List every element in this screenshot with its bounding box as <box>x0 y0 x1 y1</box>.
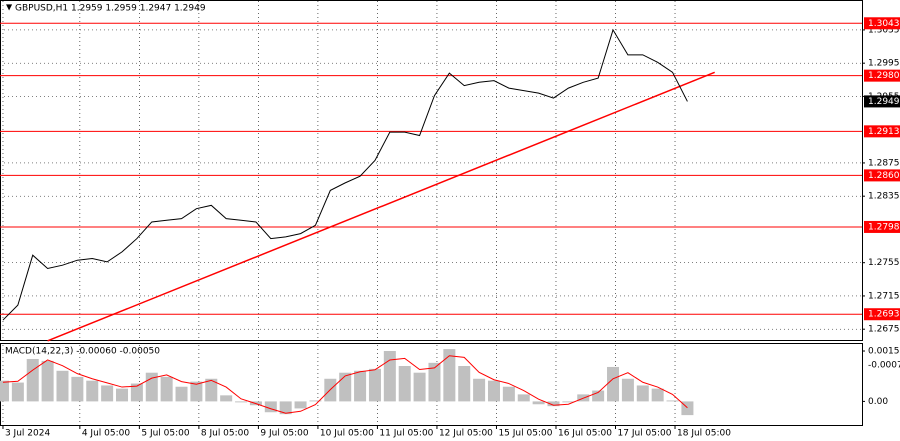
macd-bar <box>473 378 486 402</box>
macd-bar <box>636 385 649 402</box>
macd-bar <box>413 372 426 402</box>
x-tick-label: 12 Jul 05:00 <box>439 429 493 439</box>
macd-bar <box>547 401 560 407</box>
level-label-box <box>864 220 900 233</box>
macd-bar <box>264 401 277 413</box>
macd-bar <box>175 386 188 402</box>
macd-bar <box>621 378 634 402</box>
level-label-box <box>864 17 900 30</box>
macd-bar <box>26 358 39 402</box>
macd-bar <box>309 400 322 402</box>
x-tick-label: 3 Jul 2024 <box>5 429 50 439</box>
macd-bar <box>517 394 530 402</box>
x-tick-label: 9 Jul 05:00 <box>260 429 309 439</box>
y-tick-label: 1.3035 <box>868 25 900 35</box>
level-label-box <box>864 308 900 321</box>
y-tick-label: 1.2755 <box>868 258 900 268</box>
level-label: 1.2913 <box>868 127 900 137</box>
y-tick-label: 1.2875 <box>868 158 900 168</box>
x-tick-label: 17 Jul 05:00 <box>618 429 672 439</box>
current-price-box <box>864 95 900 108</box>
level-label: 1.2693 <box>868 310 900 320</box>
y-tick-label: 0.00 <box>868 397 888 407</box>
level-label: 1.2860 <box>868 171 900 181</box>
macd-bar <box>443 349 456 402</box>
macd-bar <box>130 383 143 402</box>
x-tick-label: 11 Jul 05:00 <box>379 429 433 439</box>
level-label-box <box>864 169 900 182</box>
macd-bar <box>220 395 233 402</box>
macd-bar <box>205 378 218 402</box>
level-label-box <box>864 69 900 82</box>
x-tick-label: 4 Jul 05:00 <box>82 429 131 439</box>
macd-bar <box>532 401 545 405</box>
y-tick-label: 0.00158 <box>868 347 900 357</box>
macd-bar <box>458 366 471 402</box>
x-tick-label: 5 Jul 05:00 <box>141 429 190 439</box>
macd-bar <box>383 351 396 402</box>
macd-bar <box>160 376 173 402</box>
x-tick-label: 10 Jul 05:00 <box>320 429 374 439</box>
macd-bar <box>86 380 99 402</box>
macd-bar <box>368 368 381 402</box>
macd-bar <box>56 370 69 402</box>
symbol-arrow: ▼ <box>6 3 13 12</box>
x-tick-label: 18 Jul 05:00 <box>677 429 731 439</box>
macd-annotation: -0.0007 <box>868 361 900 371</box>
y-tick-label: 1.2995 <box>868 59 900 69</box>
level-label: 1.3043 <box>868 19 900 29</box>
macd-bar <box>607 366 620 402</box>
macd-bar <box>592 390 605 402</box>
current-price-label: 1.2949 <box>868 97 900 107</box>
macd-bar <box>279 401 292 415</box>
macd-title: MACD(14,22,3) -0.00060 -0.00050 <box>5 347 160 357</box>
macd-bar <box>11 382 24 402</box>
macd-bar <box>41 360 54 402</box>
macd-bar <box>101 385 114 402</box>
macd-bar <box>190 381 203 402</box>
x-tick-label: 15 Jul 05:00 <box>498 429 552 439</box>
level-label: 1.2798 <box>868 222 900 232</box>
macd-bar <box>71 376 84 402</box>
y-tick-label: 1.2715 <box>868 291 900 301</box>
chart-title: GBPUSD,H1 1.2959 1.2959 1.2947 1.2949 <box>15 4 206 14</box>
price-line <box>2 28 688 321</box>
y-tick-label: 1.2835 <box>868 192 900 202</box>
macd-bar <box>487 380 500 402</box>
macd-bar <box>0 380 9 402</box>
macd-bar <box>235 401 248 403</box>
macd-bar <box>666 400 679 402</box>
macd-bar <box>116 388 129 402</box>
price-panel <box>0 0 863 341</box>
macd-bar <box>339 372 352 402</box>
x-tick-label: 16 Jul 05:00 <box>558 429 612 439</box>
macd-bar <box>562 401 575 403</box>
macd-bar <box>428 362 441 402</box>
macd-bar <box>502 386 515 402</box>
macd-bar <box>354 370 367 402</box>
trendline <box>47 71 715 342</box>
signal-line <box>2 355 688 414</box>
macd-bar <box>651 388 664 402</box>
macd-bar <box>294 401 307 409</box>
y-tick-label: 1.2675 <box>868 325 900 335</box>
level-label-box <box>864 125 900 138</box>
level-label: 1.2980 <box>868 71 900 81</box>
x-tick-label: 8 Jul 05:00 <box>201 429 250 439</box>
macd-bar <box>398 366 411 402</box>
